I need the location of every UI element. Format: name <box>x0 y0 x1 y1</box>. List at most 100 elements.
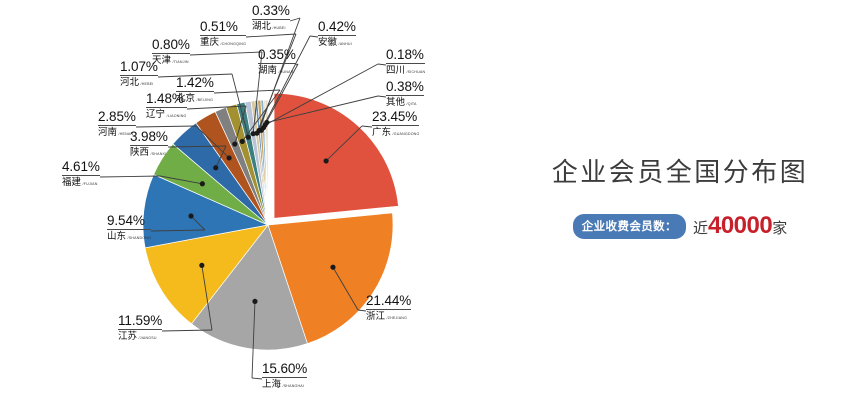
callout-percent: 21.44% <box>366 293 412 310</box>
leader-line-segment <box>289 17 301 22</box>
leader-line <box>215 145 227 168</box>
callout-percent: 1.07% <box>120 59 158 76</box>
pie-chart-area <box>99 17 399 380</box>
leader-line-segment <box>295 63 299 66</box>
callout-region-cn: 辽宁 <box>146 109 166 120</box>
pie-callout-label: 0.18% 四川/SICHUAN <box>386 47 426 76</box>
stat-number: 40000 <box>707 212 773 239</box>
callout-percent: 2.85% <box>98 109 136 126</box>
pie-callout-label: 0.38% 其他/QITA <box>386 80 424 108</box>
callout-percent: 0.33% <box>252 3 290 20</box>
leader-line <box>159 175 203 185</box>
leader-dot <box>245 134 251 140</box>
leader-line <box>264 63 379 126</box>
callout-percent: 1.42% <box>176 75 214 92</box>
leader-line-segment <box>161 329 213 332</box>
callout-percent: 11.59% <box>118 313 163 330</box>
callout-region: 福建/FUJIAN <box>62 176 100 188</box>
leader-line <box>231 73 249 138</box>
callout-region: 安徽/ANHUI <box>318 36 356 48</box>
stat-value: 近40000家 <box>693 212 787 240</box>
leader-line <box>332 266 359 311</box>
callout-region-cn: 江苏 <box>118 331 138 342</box>
leader-dot <box>199 262 205 268</box>
callout-region-cn: 其他 <box>386 97 406 108</box>
pie-slice <box>144 224 269 325</box>
callout-region: 湖北/HUBEI <box>252 20 290 32</box>
leader-line-segment <box>377 95 387 98</box>
callout-region-cn: 安徽 <box>318 37 338 48</box>
callout-region-cn: 河北 <box>120 77 140 88</box>
callout-region-pinyin: /LIAONING <box>166 113 187 118</box>
callout-region: 浙江/ZHEJIANG <box>366 310 411 322</box>
leader-line-segment <box>361 125 373 128</box>
page-title: 企业会员全国分布图 <box>551 157 809 187</box>
callout-region: 上海/SHANGHAI <box>262 378 307 390</box>
callout-region: 山东/SHANDONG <box>107 230 151 242</box>
pie-slice <box>264 99 269 226</box>
callout-region-cn: 湖北 <box>252 21 272 32</box>
leader-dot <box>330 264 336 270</box>
callout-percent: 0.51% <box>200 20 247 36</box>
leader-line-segment <box>186 105 247 110</box>
pie-chart-svg <box>99 17 399 380</box>
callout-region-cn: 浙江 <box>366 311 386 322</box>
leader-dot <box>213 165 219 171</box>
callout-region-pinyin: /BEIJING <box>196 97 214 102</box>
leader-line-segment <box>99 175 161 178</box>
pie-callout-label: 4.61% 福建/FUJIAN <box>62 160 100 188</box>
leader-line-segment <box>213 89 281 94</box>
callout-region: 四川/SICHUAN <box>386 64 425 76</box>
pie-slice <box>267 212 394 345</box>
callout-region: 重庆/CHONGQING <box>200 36 246 48</box>
callout-region-pinyin: /SHANDONG <box>127 235 152 240</box>
leader-line <box>190 215 206 231</box>
pie-callout-label: 21.44% 浙江/ZHEJIANG <box>366 294 411 322</box>
callout-region-pinyin: /JIANGSU <box>138 335 157 340</box>
callout-region-pinyin: /HUBEI <box>272 25 286 30</box>
pie-callout-label: 0.42% 安徽/ANHUI <box>318 20 356 48</box>
callout-region: 其他/QITA <box>386 96 424 108</box>
pie-callout-label: 0.51% 重庆/CHONGQING <box>200 20 247 48</box>
callout-region-pinyin: /SHANGHAI <box>282 383 305 388</box>
leader-dot <box>252 298 258 304</box>
pie-slice <box>190 224 308 351</box>
callout-percent: 23.45% <box>372 110 420 126</box>
callout-percent: 15.60% <box>262 361 308 378</box>
callout-region: 辽宁/LIAONING <box>146 108 187 120</box>
callout-region-pinyin: /ZHEJIANG <box>386 315 408 320</box>
stat-prefix: 近 <box>692 220 708 237</box>
status-badge: 企业收费会员数： <box>572 213 686 239</box>
pie-slices <box>142 92 399 351</box>
callout-region-cn: 广东 <box>372 127 392 138</box>
pie-callout-label: 9.54% 山东/SHANDONG <box>107 214 152 242</box>
callout-region: 湖南/HUNAN <box>258 64 296 76</box>
pie-callout-label: 3.98% 陕西/SHANXI <box>130 130 168 158</box>
callout-region-pinyin: /SHANXI <box>150 151 167 156</box>
callout-percent: 0.35% <box>258 47 296 64</box>
leader-line-segment <box>157 73 233 78</box>
callout-region-cn: 河南 <box>98 127 118 138</box>
callout-percent: 0.18% <box>386 47 426 64</box>
callout-region: 陕西/SHANXI <box>130 146 168 158</box>
leader-line <box>241 89 281 142</box>
pie-callout-label: 1.48% 辽宁/LIAONING <box>146 92 187 120</box>
callout-region-pinyin: /HUNAN <box>278 69 294 74</box>
callout-region-cn: 北京 <box>176 93 196 104</box>
callout-region: 北京/BEIJING <box>176 92 214 104</box>
leader-line-segment <box>251 377 263 380</box>
leader-line <box>258 17 301 131</box>
leader-line-segment <box>377 63 387 66</box>
callout-percent: 9.54% <box>107 214 152 230</box>
callout-region-pinyin: /SICHUAN <box>406 69 426 74</box>
callout-region-pinyin: /FUJIAN <box>82 181 98 186</box>
leader-dot <box>323 158 329 164</box>
callout-region-cn: 四川 <box>386 65 406 76</box>
callout-region-pinyin: /QITA <box>406 101 417 106</box>
callout-region: 河北/HEBEI <box>120 76 158 88</box>
callout-region-pinyin: /HEBEI <box>140 81 154 86</box>
pie-callout-label: 23.45% 广东/GUANGDONG <box>372 110 420 138</box>
leader-line-segment <box>189 51 263 56</box>
leader-line <box>260 35 311 131</box>
